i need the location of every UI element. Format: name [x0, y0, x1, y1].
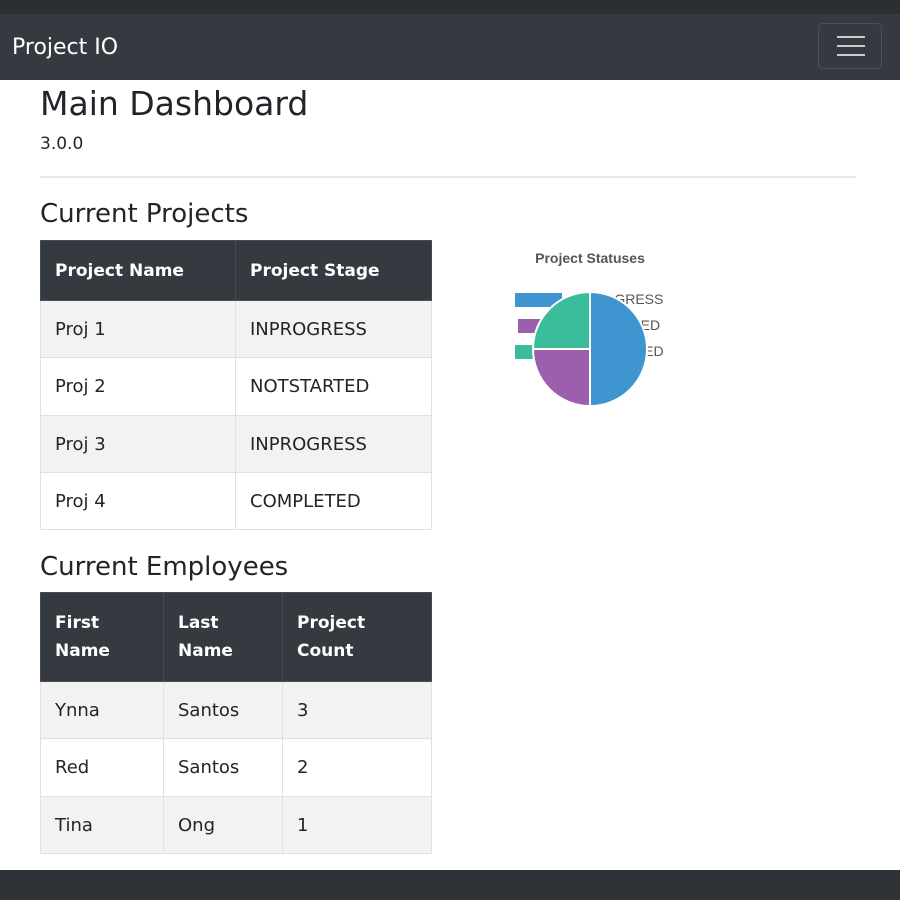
last-name-cell: Santos [163, 738, 283, 797]
last-name-cell: Ong [163, 796, 283, 854]
column-header-project-count[interactable]: Project Count [282, 592, 432, 682]
pie-chart-canvas [531, 290, 648, 408]
project-name-cell: Proj 4 [40, 472, 236, 530]
project-count-cell: 2 [282, 738, 432, 797]
navbar-toggler-button[interactable] [818, 23, 882, 69]
pie-slice-inprogress[interactable] [589, 290, 648, 408]
main-content: Main Dashboard 3.0.0 Current Projects Pr… [0, 80, 900, 870]
table-row: Proj 2 NOTSTARTED [40, 357, 432, 416]
pie-slice-completed[interactable] [531, 348, 591, 408]
employees-table: First Name Last Name Project Count Ynna … [40, 592, 432, 854]
employees-header-row: First Name Last Name Project Count [40, 592, 432, 682]
project-stage-cell: COMPLETED [235, 472, 432, 530]
pie-slice-notstarted[interactable] [531, 290, 591, 350]
project-count-cell: 3 [282, 681, 432, 739]
divider [40, 176, 856, 178]
project-name-cell: Proj 3 [40, 415, 236, 473]
column-header-project-name[interactable]: Project Name [40, 240, 236, 301]
window-top-strip [0, 0, 900, 14]
project-name-cell: Proj 1 [40, 300, 236, 358]
project-statuses-chart: Project Statuses INPROGRESS COMPLETED NO… [470, 240, 710, 500]
project-stage-cell: NOTSTARTED [235, 357, 432, 416]
version-label: 3.0.0 [40, 134, 84, 154]
projects-table: Project Name Project Stage Proj 1 INPROG… [40, 240, 432, 530]
table-row: Tina Ong 1 [40, 796, 432, 854]
project-stage-cell: INPROGRESS [235, 300, 432, 358]
page-title: Main Dashboard [40, 84, 309, 123]
chart-title: Project Statuses [535, 250, 645, 266]
table-row: Proj 4 COMPLETED [40, 472, 432, 530]
table-row: Proj 1 INPROGRESS [40, 300, 432, 358]
current-projects-heading: Current Projects [40, 199, 249, 229]
first-name-cell: Tina [40, 796, 164, 854]
table-row: Ynna Santos 3 [40, 681, 432, 739]
project-name-cell: Proj 2 [40, 357, 236, 416]
projects-header-row: Project Name Project Stage [40, 240, 432, 301]
current-employees-heading: Current Employees [40, 552, 289, 582]
last-name-cell: Santos [163, 681, 283, 739]
navbar: Project IO [0, 14, 900, 80]
window-bottom-strip [0, 870, 900, 900]
column-header-last-name[interactable]: Last Name [163, 592, 283, 682]
project-stage-cell: INPROGRESS [235, 415, 432, 473]
table-row: Red Santos 2 [40, 738, 432, 797]
column-header-project-stage[interactable]: Project Stage [235, 240, 432, 301]
project-count-cell: 1 [282, 796, 432, 854]
first-name-cell: Red [40, 738, 164, 797]
column-header-first-name[interactable]: First Name [40, 592, 164, 682]
first-name-cell: Ynna [40, 681, 164, 739]
legend-swatch-inprogress[interactable] [515, 293, 562, 307]
brand-link[interactable]: Project IO [12, 35, 119, 60]
table-row: Proj 3 INPROGRESS [40, 415, 432, 473]
